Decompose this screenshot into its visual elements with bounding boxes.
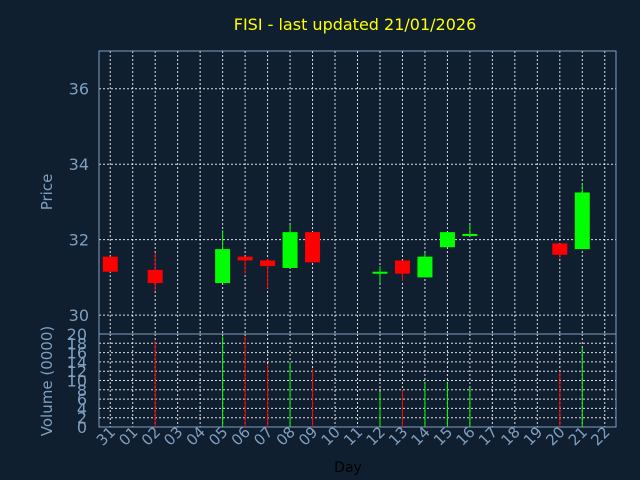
candle-body <box>372 271 388 274</box>
candle-body <box>417 256 433 278</box>
volume-tick-label: 8 <box>77 381 87 400</box>
price-tick-label: 32 <box>69 231 89 250</box>
volume-tick-label: 18 <box>67 334 87 353</box>
price-panel: 30 32 34 36 <box>69 50 617 335</box>
volume-tick-label: 0 <box>77 418 87 437</box>
candle-body <box>260 260 276 267</box>
volume-tick-label: 16 <box>67 344 87 363</box>
candle-body <box>215 249 231 284</box>
chart-title: FISI - last updated 21/01/2026 <box>234 15 477 34</box>
volume-tick-label: 12 <box>67 362 87 381</box>
price-tick-label: 30 <box>69 306 89 325</box>
volume-frame <box>98 333 617 428</box>
x-axis: 3101020304050607080910111213141516171819… <box>93 423 614 449</box>
candle-body <box>102 256 118 272</box>
price-axis-label: Price <box>38 174 56 211</box>
volume-tick-label: 2 <box>77 409 87 428</box>
candle-body <box>574 192 590 250</box>
candle-body <box>147 269 163 284</box>
volume-tick-label: 4 <box>77 399 87 418</box>
candle-body <box>552 243 568 255</box>
candle-body <box>462 234 478 237</box>
volume-tick-label: 14 <box>67 353 87 372</box>
volume-axis-label: Volume (0000) <box>38 326 56 436</box>
volume-tick-label: 10 <box>67 372 87 391</box>
candle-body <box>439 232 455 248</box>
price-tick-label: 36 <box>69 80 89 99</box>
candle-body <box>305 232 321 263</box>
candle-body <box>394 260 410 274</box>
candle-body <box>237 256 253 261</box>
volume-tick-label: 20 <box>67 325 87 344</box>
price-tick-label: 34 <box>69 155 89 174</box>
volume-tick-label: 6 <box>77 390 87 409</box>
x-axis-label: Day <box>334 460 362 476</box>
candle-body <box>282 232 298 268</box>
